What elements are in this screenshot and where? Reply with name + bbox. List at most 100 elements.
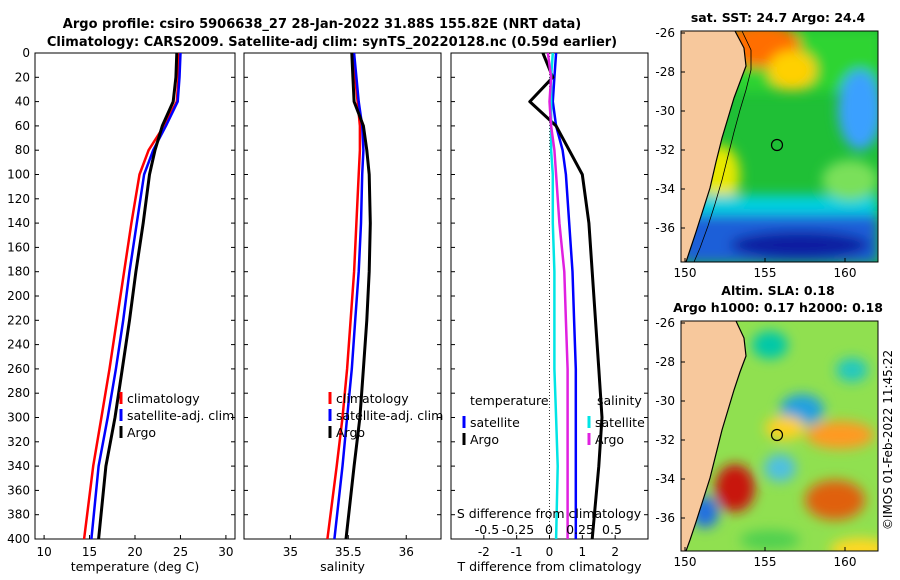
sla-map-title-line-1: Altim. SLA: 0.18 [721, 283, 834, 298]
x-tick-label: -2 [478, 545, 490, 559]
sla-map-panel: Altim. SLA: 0.18 Argo h1000: 0.17 h2000:… [655, 283, 883, 569]
legend-label: Argo [127, 425, 156, 440]
legend-label: satellite-adj. clim [336, 408, 443, 423]
sla-map-title-line-2: Argo h1000: 0.17 h2000: 0.18 [673, 300, 883, 315]
legend-label: Argo [336, 425, 365, 440]
y-tick-label: 400 [7, 532, 30, 546]
map-y-tick-label: -36 [655, 511, 675, 525]
legend-label: satellite [470, 415, 520, 430]
legend-header-salinity: salinity [597, 393, 642, 408]
plot-frame [34, 52, 236, 540]
x-tick-label: 20 [127, 545, 142, 559]
s-diff-tick-label: 0.5 [602, 522, 622, 537]
y-tick-label: 280 [7, 386, 30, 400]
x-tick-label: 25 [173, 545, 188, 559]
y-tick-label: 160 [7, 240, 30, 254]
sst-argo-marker [770, 138, 784, 152]
legend-label: satellite [595, 415, 645, 430]
y-tick-label: 80 [15, 143, 30, 157]
map-y-tick-label: -30 [655, 104, 675, 118]
x-tick-label: 2 [611, 545, 619, 559]
y-tick-label: 0 [22, 46, 30, 60]
map-y-tick-label: -32 [655, 433, 675, 447]
legend-label: Argo [595, 432, 624, 447]
x-tick-label: 36 [399, 545, 414, 559]
x-tick-label: -1 [511, 545, 523, 559]
sst-map-title: sat. SST: 24.7 Argo: 24.4 [691, 10, 866, 25]
map-x-tick-label: 150 [674, 266, 697, 280]
map-x-tick-label: 160 [834, 555, 857, 569]
map-x-tick-label: 155 [754, 555, 777, 569]
sla-coastline [685, 321, 747, 551]
y-tick-label: 220 [7, 313, 30, 327]
map-x-tick-label: 160 [834, 266, 857, 280]
y-tick-label: 60 [15, 119, 30, 133]
series-line-s-argo [546, 52, 569, 539]
map-y-tick-label: -32 [655, 143, 675, 157]
x-tick-label: 0 [546, 545, 554, 559]
x-tick-label: 15 [82, 545, 97, 559]
x-tick-label: 30 [218, 545, 233, 559]
sla-argo-marker [770, 428, 784, 442]
x-axis-label: salinity [320, 559, 365, 574]
title-line-2: Climatology: CARS2009. Satellite-adj cli… [47, 35, 617, 50]
series-line-s-satellite [549, 52, 559, 540]
s-diff-tick-label: -0.5 [475, 522, 499, 537]
salinity-panel: 35 35.5 36 salinity climatology satellite-adj… [243, 52, 443, 574]
s-diff-axis-label: S difference from climatology [457, 506, 642, 521]
map-y-tick-label: -36 [655, 221, 675, 235]
legend-label: satellite-adj. clim [127, 408, 234, 423]
x-tick-label: 10 [36, 545, 51, 559]
series-line-t-argo [528, 52, 604, 540]
temperature-panel: 0 20 40 60 80 100 120 140 160 180 200 220 240 260 280 3… [7, 46, 236, 574]
legend-header-temperature: temperature [470, 393, 549, 408]
y-tick-label: 140 [7, 216, 30, 230]
map-y-tick-label: -34 [655, 472, 675, 486]
y-tick-label: 340 [7, 459, 30, 473]
series-line-t-satellite [551, 52, 578, 539]
legend-label: climatology [127, 391, 200, 406]
y-tick-label: 120 [7, 192, 30, 206]
map-y-tick-label: -26 [655, 316, 675, 330]
y-tick-label: 380 [7, 508, 30, 522]
map-y-tick-label: -28 [655, 65, 675, 79]
map-y-tick-label: -26 [655, 26, 675, 40]
legend-label: Argo [470, 432, 499, 447]
sst-land [681, 31, 746, 262]
map-x-tick-label: 150 [674, 555, 697, 569]
y-tick-label: 320 [7, 435, 30, 449]
sst-map-panel: sat. SST: 24.7 Argo: 24.4 150 155 160 -26 -2… [655, 10, 879, 280]
map-y-tick-label: -28 [655, 355, 675, 369]
sst-coastline [685, 31, 747, 262]
map-y-tick-label: -34 [655, 182, 675, 196]
series-line-argo [97, 52, 179, 540]
difference-panel: -2 -1 0 1 2T difference from climatology temp… [450, 52, 649, 574]
sla-land [681, 321, 746, 551]
series-line-satellite-adj-clim [90, 52, 182, 540]
x-tick-label: 35 [283, 545, 298, 559]
y-tick-label: 200 [7, 289, 30, 303]
x-tick-label: 35.5 [335, 545, 362, 559]
x-tick-label: 1 [579, 545, 587, 559]
x-axis-label: T difference from climatology [456, 559, 642, 574]
y-tick-label: 360 [7, 483, 30, 497]
s-diff-tick-label: 0 [545, 522, 553, 537]
y-tick-label: 40 [15, 95, 30, 109]
y-tick-label: 300 [7, 411, 30, 425]
imos-timestamp: ©IMOS 01-Feb-2022 11:45:22 [881, 350, 895, 530]
series-line-argo [344, 52, 372, 540]
y-tick-label: 260 [7, 362, 30, 376]
series-line-satellite-adj-clim [333, 52, 365, 540]
y-tick-label: 100 [7, 168, 30, 182]
map-x-tick-label: 155 [754, 266, 777, 280]
x-axis-label: temperature (deg C) [71, 559, 200, 574]
y-tick-label: 180 [7, 265, 30, 279]
s-diff-tick-label: -0.25 [502, 522, 534, 537]
y-tick-label: 20 [15, 70, 30, 84]
legend-label: climatology [336, 391, 409, 406]
title-line-1: Argo profile: csiro 5906638_27 28-Jan-20… [63, 17, 581, 32]
s-diff-tick-label: 0.25 [566, 522, 594, 537]
map-y-tick-label: -30 [655, 394, 675, 408]
y-tick-label: 240 [7, 338, 30, 352]
